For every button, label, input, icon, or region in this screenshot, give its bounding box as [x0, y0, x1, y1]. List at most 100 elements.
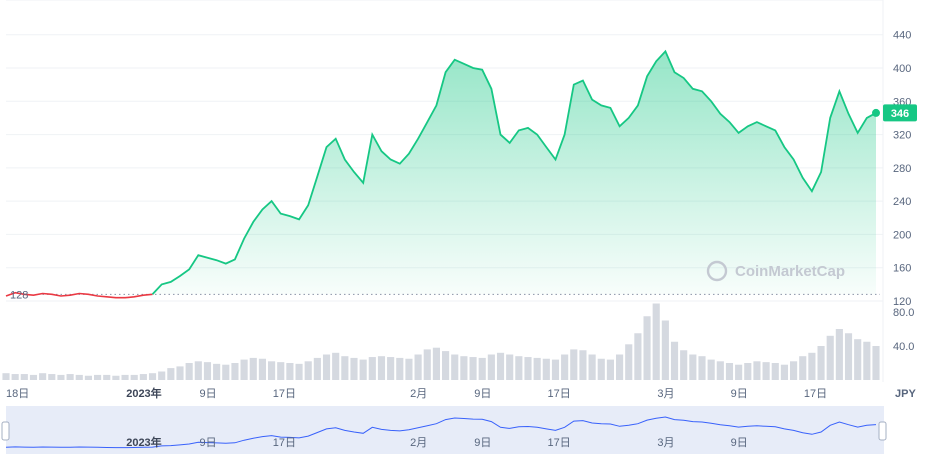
volume-bar [451, 354, 459, 380]
navigator-time-axis: 2023年 9日 17日 2月 9日 17日 3月 9日 [126, 435, 748, 449]
volume-bar [863, 341, 871, 380]
volume-bar [341, 356, 349, 380]
volume-bar [112, 375, 120, 380]
volume-bar [707, 359, 715, 380]
volume-bar [616, 354, 624, 380]
volume-bar [854, 339, 862, 380]
volume-bar [652, 303, 660, 380]
volume-bar [506, 354, 514, 380]
volume-bar [835, 329, 843, 380]
price-tick-label: 320 [893, 130, 911, 142]
volume-bar [148, 373, 157, 380]
volume-bar [350, 357, 358, 380]
watermark: CoinMarketCap [706, 260, 845, 282]
volume-bar [423, 349, 431, 380]
time-tick-label: 17日 [547, 388, 570, 400]
volume-bar [561, 354, 569, 380]
volume-bar [735, 364, 743, 380]
volume-bar [304, 361, 312, 380]
volume-bar [515, 356, 523, 380]
current-price-label: 346 [891, 108, 909, 120]
volume-bar [597, 358, 605, 380]
volume-bar [524, 357, 532, 380]
volume-bar [167, 368, 175, 380]
volume-bar [332, 352, 340, 380]
time-tick-label: 2月 [410, 388, 427, 400]
volume-bar [277, 362, 285, 380]
current-price-dot [872, 108, 880, 117]
volume-bar [359, 359, 367, 380]
time-tick-label: 9日 [731, 388, 748, 400]
volume-bar [826, 335, 834, 380]
volume-bar [75, 374, 83, 380]
volume-bar [377, 356, 386, 380]
price-tick-label: 280 [893, 163, 911, 175]
volume-bar [130, 374, 138, 380]
time-tick-label: 9日 [474, 388, 491, 400]
volume-bar [387, 357, 395, 380]
range-navigator[interactable]: 2023年 9日 17日 2月 9日 17日 3月 9日 [1, 406, 887, 454]
volume-bar [588, 354, 596, 380]
volume-bar [139, 374, 147, 380]
navigator-tick-label: 17日 [273, 437, 296, 449]
volume-bar [11, 374, 19, 380]
volume-bar [460, 356, 468, 380]
volume-bar [258, 358, 266, 380]
volume-bar [817, 346, 825, 380]
volume-bar [680, 350, 688, 380]
volume-bar [771, 363, 779, 380]
volume-bar [213, 363, 221, 380]
navigator-tick-label: 9日 [474, 437, 491, 449]
time-tick-label: 17日 [804, 388, 827, 400]
volume-bar [249, 357, 257, 380]
navigator-background [6, 406, 884, 454]
volume-bar [469, 357, 477, 380]
price-area-fill [152, 51, 876, 295]
volume-bar [689, 354, 697, 380]
volume-bar [396, 357, 404, 380]
volume-bar [322, 354, 331, 380]
time-axis: 18日 2023年 9日 17日 2月 9日 17日 3月 9日 17日 [6, 386, 827, 400]
volume-bar [670, 341, 679, 380]
volume-bar [496, 352, 505, 380]
volume-bar [2, 373, 10, 380]
price-tick-label: 120 [893, 296, 911, 308]
volume-tick-label: 80.0 [893, 307, 914, 319]
price-tick-label: 400 [893, 63, 911, 75]
navigator-tick-label: 2023年 [126, 435, 161, 449]
volume-bar [268, 361, 276, 380]
volume-bar [780, 364, 788, 380]
time-tick-label: 17日 [273, 388, 296, 400]
baseline-value-label: 128 [10, 289, 28, 301]
volume-bar [20, 374, 28, 380]
current-price-badge: 346 [883, 104, 917, 122]
navigator-tick-label: 2月 [410, 437, 427, 449]
volume-bars [2, 303, 880, 380]
volume-bar [872, 346, 880, 380]
volume-bar [753, 361, 761, 380]
time-tick-label: 18日 [6, 388, 29, 400]
volume-bar [808, 352, 816, 380]
volume-bar [799, 356, 807, 380]
volume-bar [368, 357, 376, 380]
volume-bar [313, 357, 321, 380]
volume-bar [478, 357, 486, 380]
volume-bar [185, 363, 193, 380]
volume-bar [570, 349, 578, 380]
navigator-right-handle[interactable] [878, 421, 887, 441]
volume-bar [625, 344, 633, 380]
volume-bar [844, 333, 853, 380]
volume-bar [762, 362, 770, 380]
navigator-line [5, 416, 877, 449]
watermark-text: CoinMarketCap [735, 263, 845, 280]
navigator-left-handle[interactable] [1, 421, 10, 441]
currency-label: JPY [895, 388, 916, 400]
volume-bar [57, 374, 65, 380]
volume-bar [716, 361, 724, 380]
price-line-below-baseline [5, 291, 153, 299]
price-line-above-baseline [151, 49, 877, 295]
coinmarketcap-logo-icon [706, 260, 728, 282]
volume-bar [643, 316, 651, 380]
volume-bar [606, 359, 614, 380]
